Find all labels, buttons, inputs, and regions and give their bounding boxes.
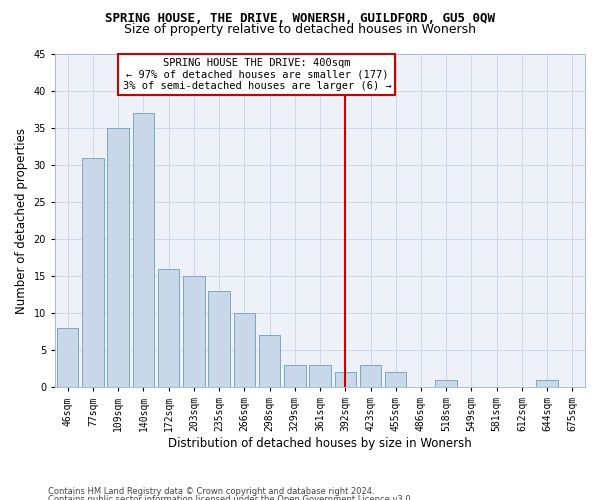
Bar bbox=[233, 313, 255, 387]
Text: Contains HM Land Registry data © Crown copyright and database right 2024.: Contains HM Land Registry data © Crown c… bbox=[48, 488, 374, 496]
Bar bbox=[310, 365, 331, 387]
Bar bbox=[183, 276, 205, 387]
Bar bbox=[536, 380, 558, 387]
Y-axis label: Number of detached properties: Number of detached properties bbox=[15, 128, 28, 314]
Bar bbox=[284, 365, 305, 387]
Bar bbox=[259, 336, 280, 387]
Bar bbox=[133, 113, 154, 387]
Bar bbox=[57, 328, 79, 387]
Bar bbox=[158, 268, 179, 387]
Bar bbox=[436, 380, 457, 387]
Text: Contains public sector information licensed under the Open Government Licence v3: Contains public sector information licen… bbox=[48, 495, 413, 500]
Bar bbox=[360, 365, 381, 387]
X-axis label: Distribution of detached houses by size in Wonersh: Distribution of detached houses by size … bbox=[168, 437, 472, 450]
Bar bbox=[107, 128, 129, 387]
Bar bbox=[335, 372, 356, 387]
Text: SPRING HOUSE THE DRIVE: 400sqm
← 97% of detached houses are smaller (177)
3% of : SPRING HOUSE THE DRIVE: 400sqm ← 97% of … bbox=[122, 58, 391, 91]
Bar bbox=[208, 291, 230, 387]
Bar bbox=[385, 372, 406, 387]
Text: Size of property relative to detached houses in Wonersh: Size of property relative to detached ho… bbox=[124, 22, 476, 36]
Bar bbox=[82, 158, 104, 387]
Text: SPRING HOUSE, THE DRIVE, WONERSH, GUILDFORD, GU5 0QW: SPRING HOUSE, THE DRIVE, WONERSH, GUILDF… bbox=[105, 12, 495, 26]
